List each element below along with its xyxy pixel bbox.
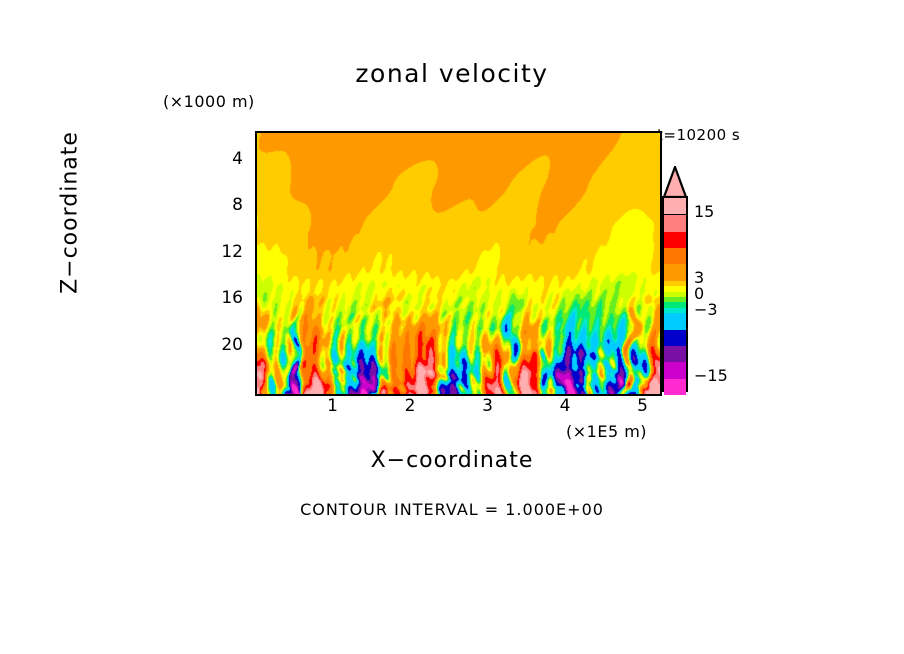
x-tick-label: 3 <box>482 396 493 416</box>
colorbar-band <box>664 263 686 281</box>
colorbar-arrow-icon <box>662 166 688 198</box>
colorbar-tick-label: 3 <box>694 267 705 287</box>
colorbar-band <box>664 247 686 265</box>
colorbar-band <box>664 361 686 379</box>
x-tick-label: 5 <box>637 396 648 416</box>
colorbar-band <box>664 328 686 346</box>
colorbar-band <box>664 214 686 232</box>
x-tick-label: 1 <box>327 396 338 416</box>
y-tick-label: 16 <box>221 288 243 309</box>
y-tick-label: 4 <box>232 149 243 169</box>
velocity-field-canvas <box>257 133 660 394</box>
colorbar <box>662 196 688 395</box>
colorbar-tick-label: −15 <box>694 365 728 385</box>
colorbar-band <box>664 377 686 395</box>
colorbar-band <box>664 345 686 363</box>
y-axis-unit-label: (×1000 m) <box>163 92 255 111</box>
y-tick-label: 8 <box>232 195 243 216</box>
x-axis-unit-label: (×1E5 m) <box>566 422 648 441</box>
colorbar-band <box>664 230 686 248</box>
x-tick-label: 4 <box>559 396 571 416</box>
x-tick-label: 2 <box>404 396 416 416</box>
y-tick-label: 20 <box>221 334 243 355</box>
timestamp-label: t=10200 s <box>657 126 741 144</box>
x-axis-title: X−coordinate <box>370 448 534 473</box>
colorbar-band <box>664 198 686 215</box>
colorbar-tick-label: 15 <box>694 202 715 222</box>
contour-interval-caption: CONTOUR INTERVAL = 1.000E+00 <box>300 500 604 519</box>
y-axis-title: Z−coordinate <box>57 131 83 294</box>
colorbar-tick-label: −3 <box>694 300 718 320</box>
colorbar-band <box>664 312 686 330</box>
colorbar-tick-label: 0 <box>694 284 705 303</box>
page-title: zonal velocity <box>355 59 549 88</box>
contour-plot-area <box>255 131 662 396</box>
y-tick-label: 12 <box>221 241 243 262</box>
